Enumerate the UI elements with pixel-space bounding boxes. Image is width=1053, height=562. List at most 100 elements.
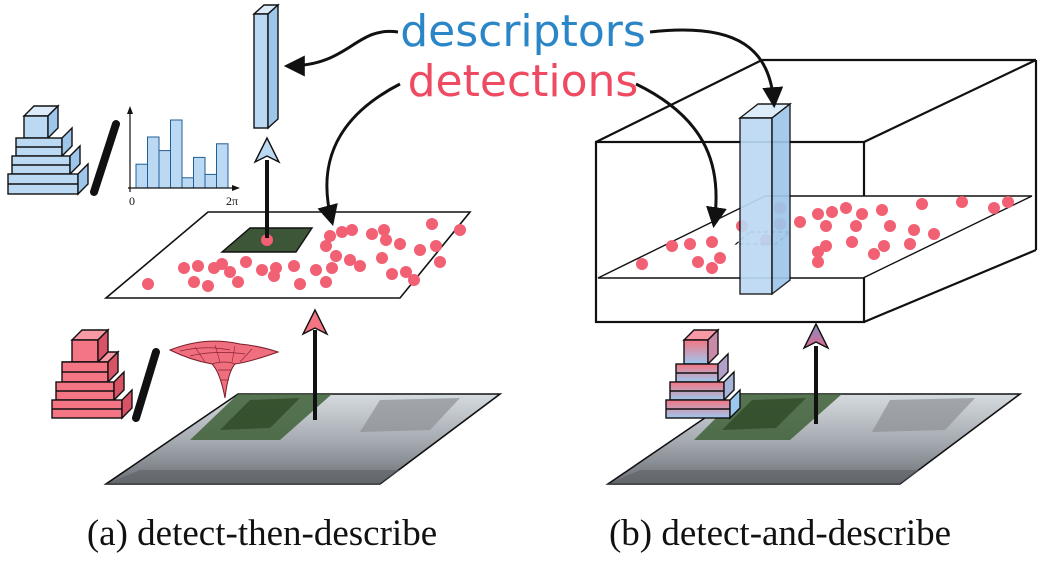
input-image-plane-a (103, 393, 503, 485)
detection-point (320, 276, 332, 288)
detection-point (454, 224, 466, 236)
detection-point (224, 266, 236, 278)
detection-point (394, 238, 406, 250)
histogram-tick-end: 2π (226, 194, 238, 208)
detection-point (178, 262, 190, 274)
detection-point (142, 278, 154, 290)
histogram-bar (135, 163, 148, 189)
detection-point (256, 264, 268, 276)
detection-point (856, 208, 868, 220)
detection-points-b (636, 196, 1014, 274)
detection-point (414, 244, 426, 256)
detection-point (320, 240, 332, 252)
caption-b: (b) detect-and-describe (609, 513, 951, 554)
caption-a: (a) detect-then-describe (87, 513, 437, 554)
detection-point (294, 278, 306, 290)
descriptor-arrow-a (253, 136, 281, 238)
detection-point (1002, 196, 1014, 208)
detection-point (706, 262, 718, 274)
detection-point (376, 252, 388, 264)
slash-divider-descriptor (90, 120, 120, 196)
detection-point (666, 240, 678, 252)
detection-point (812, 256, 824, 268)
detection-point (684, 238, 696, 250)
histogram-bar (193, 156, 206, 189)
detection-point (261, 234, 273, 246)
detection-point (850, 220, 862, 232)
cnn-detector-icon (51, 328, 133, 420)
detection-point (336, 226, 348, 238)
detection-point (878, 240, 890, 252)
detection-point (240, 256, 252, 268)
detection-point (192, 260, 204, 272)
cnn-descriptor-icon (7, 104, 89, 196)
detection-point (380, 234, 392, 246)
detection-point (346, 224, 358, 236)
detection-point (400, 266, 412, 278)
descriptor-vector-a (252, 3, 280, 130)
detection-point (354, 260, 366, 272)
detection-point (988, 202, 1000, 214)
detection-point (714, 252, 726, 264)
histogram-bar (170, 119, 183, 189)
detection-point (344, 254, 356, 266)
detection-point (310, 264, 322, 276)
detection-point (636, 258, 648, 270)
orientation-histogram: 0 2π (127, 106, 240, 208)
pointer-arrows (283, 28, 784, 229)
detection-point (408, 274, 420, 286)
detection-plane-b (597, 195, 1033, 279)
detection-point (812, 208, 824, 220)
detection-point (884, 220, 896, 232)
arrow-detections-to-a (317, 82, 401, 227)
histogram-bar (158, 150, 171, 189)
detection-point (324, 230, 336, 242)
arrow-detections-to-b (635, 82, 727, 229)
detection-point (908, 224, 920, 236)
histogram-bar (181, 177, 194, 189)
detection-point (378, 224, 390, 236)
arrow-descriptors-to-b (649, 28, 784, 109)
detection-point (208, 262, 220, 274)
histogram-bars (135, 119, 229, 189)
detection-point (916, 198, 928, 210)
detection-point (386, 268, 398, 280)
detection-point (232, 276, 244, 288)
detection-point (956, 196, 968, 208)
detection-point (846, 236, 858, 248)
detection-point (876, 204, 888, 216)
joint-arrow-b (802, 322, 830, 424)
detection-point (434, 256, 446, 268)
detection-point (826, 206, 838, 218)
label-detections: detections (408, 56, 639, 107)
detection-point (692, 256, 704, 268)
descriptor-column-b (737, 102, 793, 296)
detection-point (430, 240, 442, 252)
detection-point (188, 276, 200, 288)
arrow-descriptors-to-a (283, 29, 399, 77)
mexican-hat-icon (168, 340, 280, 399)
detection-point (330, 250, 342, 262)
detection-points-a (142, 218, 466, 292)
cnn-joint-icon (665, 328, 741, 420)
detection-point (288, 260, 300, 272)
histogram-bar (216, 143, 229, 189)
detection-point (840, 202, 852, 214)
detection-point (326, 262, 338, 274)
histogram-bar (204, 173, 217, 189)
detection-point (928, 228, 940, 240)
label-descriptors: descriptors (400, 6, 646, 57)
detection-point (268, 270, 280, 282)
detection-point (426, 218, 438, 230)
feature-volume-box (594, 58, 1038, 324)
detector-arrow-a (301, 308, 329, 420)
detection-point (202, 280, 214, 292)
detection-point (366, 228, 378, 240)
detection-point (812, 246, 824, 258)
detection-point (904, 238, 916, 250)
histogram-bar (147, 136, 160, 189)
detection-point (794, 216, 806, 228)
detection-point (868, 248, 880, 260)
detection-point (820, 220, 832, 232)
